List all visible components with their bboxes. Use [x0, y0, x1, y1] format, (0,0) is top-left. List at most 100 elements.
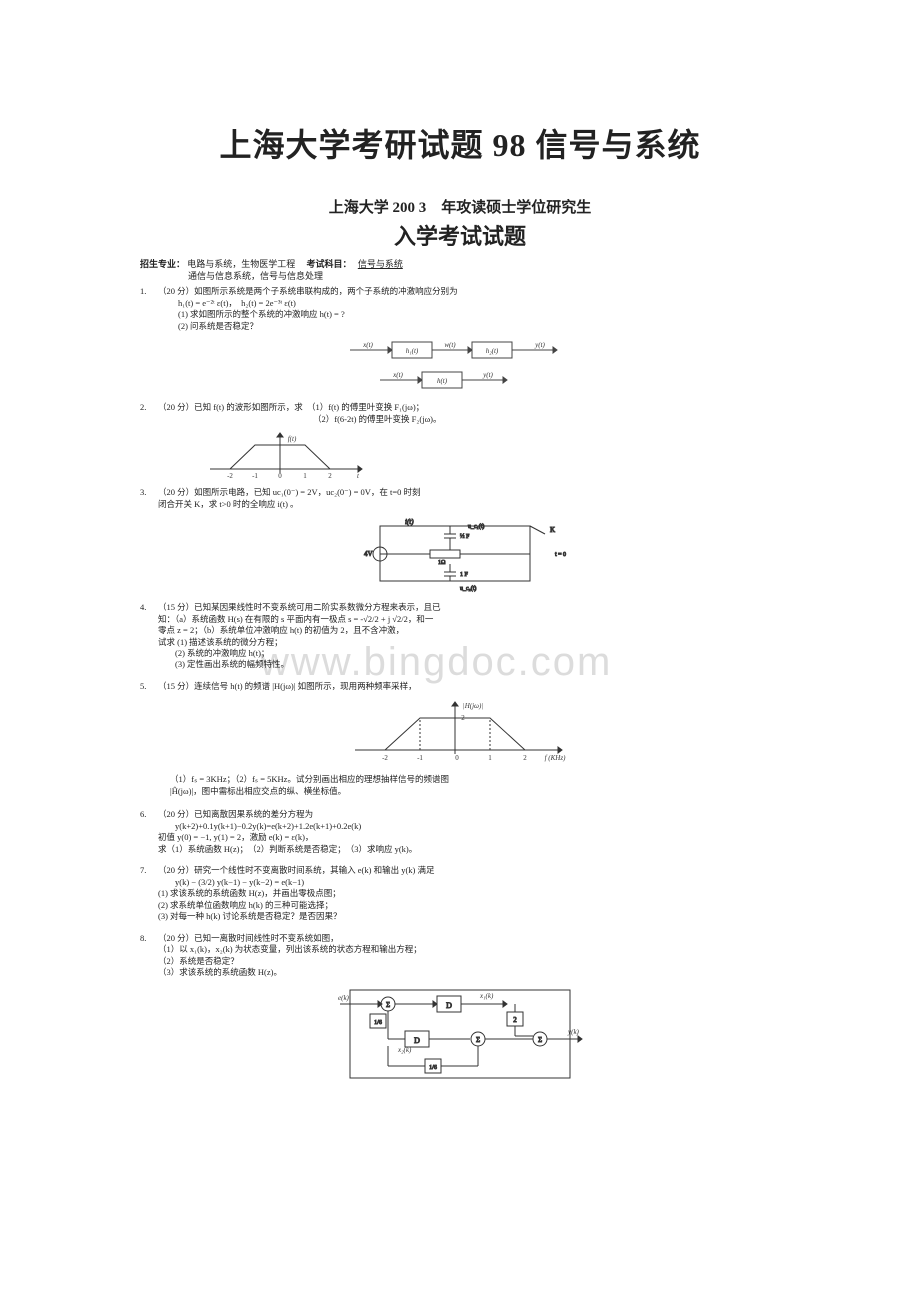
q7-line3: (3) 对每一种 h(k) 讨论系统是否稳定？是否因果？ — [158, 911, 341, 921]
svg-text:Σ: Σ — [386, 1001, 390, 1009]
q6-line0: y(k+2)+0.1y(k+1)−0.2y(k)=e(k+2)+1.2e(k+1… — [158, 821, 361, 831]
svg-text:f (KHz): f (KHz) — [545, 754, 566, 762]
q2-plot-svg: -2-10 12 f(t)t — [200, 431, 370, 481]
svg-text:u_c₁(t): u_c₁(t) — [468, 523, 484, 530]
q8-state-svg: Σ D 2 Σ 1/6 D Σ 1/6 — [330, 984, 590, 1084]
q6-points: （20 分） — [158, 809, 194, 819]
q2-line0: （2）f(6-2t) 的傅里叶变换 F₂(jω)。 — [313, 414, 442, 424]
q6-text: 已知离散因果系统的差分方程为 — [194, 809, 313, 819]
svg-text:K: K — [550, 526, 555, 534]
q1-points: （20 分） — [158, 286, 194, 296]
subject-label: 考试科目： — [307, 259, 352, 269]
q1-diagram: x(t)h₁(t) w(t)h₂(t)y(t) x(t)h(t)y(t) — [140, 338, 780, 396]
q1-line1: (1) 求如图所示的整个系统的冲激响应 h(t) = ? — [178, 309, 345, 319]
q4-line1: 零点 z = 2；（b）系统单位冲激响应 h(t) 的初值为 2，且不含冲激， — [158, 625, 404, 635]
major-text-line1: 电路与系统，生物医学工程 — [187, 259, 295, 269]
svg-text:-1: -1 — [417, 754, 423, 762]
q5-line0: （1）fₛ = 3KHz；（2）fₛ = 5KHz。试分别画出相应的理想抽样信号… — [170, 774, 449, 784]
q3-circuit-svg: 4V ½ F 1Ω 1 F K t = 0 i(t) u_c₁(t) u_c₂(… — [350, 516, 570, 596]
svg-text:i(t): i(t) — [405, 518, 414, 526]
svg-text:t: t — [357, 472, 360, 480]
svg-text:x(t): x(t) — [362, 341, 373, 349]
q8-line2: （3）求该系统的系统函数 H(z)。 — [158, 967, 282, 977]
question-3: 3. （20 分）如图所示电路，已知 uc₁(0⁻) = 2V，uc₂(0⁻) … — [140, 487, 780, 510]
svg-text:y(t): y(t) — [534, 341, 545, 349]
question-8: 8. （20 分）已知一离散时间线性时不变系统如图， （1）以 x₁(k)，x₂… — [140, 933, 780, 979]
q1-text: 如图所示系统是两个子系统串联构成的，两个子系统的冲激响应分别为 — [194, 286, 458, 296]
svg-text:1Ω: 1Ω — [438, 560, 446, 566]
question-2: 2. （20 分）已知 f(t) 的波形如图所示，求 （1）f(t) 的傅里叶变… — [140, 402, 780, 425]
svg-text:D: D — [446, 1001, 452, 1010]
q3-line0: 闭合开关 K，求 t>0 时的全响应 i(t) 。 — [158, 499, 299, 509]
q4-num: 4. — [140, 602, 158, 671]
svg-text:y(t): y(t) — [482, 371, 493, 379]
q6-line2: 求（1）系统函数 H(z)； （2）判断系统是否稳定； （3）求响应 y(k)。 — [158, 844, 417, 854]
q8-num: 8. — [140, 933, 158, 979]
q2-diagram: -2-10 12 f(t)t — [200, 431, 780, 481]
q6-line1: 初值 y(0) = −1, y(1) = 2，激励 e(k) = ε(k)， — [158, 832, 313, 842]
university-header: 上海大学 200 3 年攻读硕士学位研究生 — [140, 196, 780, 217]
q2-num: 2. — [140, 402, 158, 425]
svg-text:x₂(k): x₂(k) — [397, 1046, 412, 1054]
svg-text:2: 2 — [328, 472, 332, 480]
svg-text:-2: -2 — [382, 754, 388, 762]
svg-text:t = 0: t = 0 — [555, 552, 566, 558]
svg-text:½ F: ½ F — [460, 533, 470, 540]
q7-line2: (2) 求系统单位函数响应 h(k) 的三种可能选择； — [158, 900, 333, 910]
q8-points: （20 分） — [158, 933, 194, 943]
q2-points: （20 分） — [158, 402, 194, 412]
q7-text: 研究一个线性时不变离散时间系统，其输入 e(k) 和输出 y(k) 满足 — [194, 865, 434, 875]
svg-text:Σ: Σ — [538, 1036, 542, 1044]
question-7: 7. （20 分）研究一个线性时不变离散时间系统，其输入 e(k) 和输出 y(… — [140, 865, 780, 922]
question-6: 6. （20 分）已知离散因果系统的差分方程为 y(k+2)+0.1y(k+1)… — [140, 809, 780, 855]
q6-num: 6. — [140, 809, 158, 855]
major-text-line2: 通信与信息系统，信号与信息处理 — [188, 271, 323, 281]
q4-line3: (2) 系统的冲激响应 h(t)； — [158, 648, 269, 658]
svg-text:|H(jω)|: |H(jω)| — [463, 702, 484, 710]
q4-line2: 试求 (1) 描述该系统的微分方程； — [158, 637, 283, 647]
q8-line0: （1）以 x₁(k)，x₂(k) 为状态变量，列出该系统的状态方程和输出方程； — [158, 944, 422, 954]
svg-text:1 F: 1 F — [460, 572, 469, 578]
q4-line4: (3) 定性画出系统的幅频特性。 — [158, 659, 289, 669]
svg-text:h₁(t): h₁(t) — [406, 347, 419, 355]
svg-text:x₁(k): x₁(k) — [479, 992, 494, 1000]
svg-text:-1: -1 — [252, 472, 258, 480]
svg-text:x(t): x(t) — [392, 371, 403, 379]
q2-text: 已知 f(t) 的波形如图所示，求 （1）f(t) 的傅里叶变换 F₁(jω)； — [194, 402, 424, 412]
svg-text:w(t): w(t) — [444, 341, 456, 349]
svg-text:h(t): h(t) — [437, 377, 448, 385]
svg-text:1/6: 1/6 — [374, 1020, 382, 1026]
q4-text: 已知某因果线性时不变系统可用二阶实系数微分方程来表示，且已 — [194, 602, 441, 612]
svg-text:2: 2 — [461, 714, 465, 722]
svg-text:e(k): e(k) — [338, 994, 350, 1002]
q3-num: 3. — [140, 487, 158, 510]
svg-text:2: 2 — [513, 1016, 517, 1024]
question-1: 1. （20 分）如图所示系统是两个子系统串联构成的，两个子系统的冲激响应分别为… — [140, 286, 780, 332]
q4-line0: 知：（a）系统函数 H(s) 在有限的 s 平面内有一极点 s = -√2/2 … — [158, 614, 433, 624]
svg-text:f(t): f(t) — [288, 435, 297, 443]
subject-value: 信号与系统 — [358, 259, 403, 269]
q3-diagram: 4V ½ F 1Ω 1 F K t = 0 i(t) u_c₁(t) u_c₂(… — [140, 516, 780, 596]
q5-line1: |Ĥ(jω)|，图中需标出相应交点的纵、横坐标值。 — [170, 786, 346, 796]
meta-row: 招生专业： 电路与系统，生物医学工程 考试科目： 信号与系统 通信与信息系统，信… — [140, 259, 780, 282]
svg-text:0: 0 — [278, 472, 282, 480]
main-title: 上海大学考研试题 98 信号与系统 — [140, 120, 780, 166]
q3-text: 如图所示电路，已知 uc₁(0⁻) = 2V，uc₂(0⁻) = 0V，在 t=… — [194, 487, 420, 497]
q8-text: 已知一离散时间线性时不变系统如图， — [194, 933, 339, 943]
q7-num: 7. — [140, 865, 158, 922]
exam-title: 入学考试试题 — [140, 219, 780, 251]
svg-text:-2: -2 — [227, 472, 233, 480]
q8-diagram: Σ D 2 Σ 1/6 D Σ 1/6 — [140, 984, 780, 1084]
svg-text:1: 1 — [488, 754, 492, 762]
svg-text:Σ: Σ — [476, 1036, 480, 1044]
major-label: 招生专业： — [140, 259, 185, 269]
svg-text:0: 0 — [455, 754, 459, 762]
q5-points: （15 分） — [158, 681, 194, 691]
q7-line0: y(k) − (3/2) y(k−1) − y(k−2) = e(k−1) — [158, 877, 304, 887]
q3-points: （20 分） — [158, 487, 194, 497]
question-5: 5. （15 分）连续信号 h(t) 的频谱 |H(jω)| 如图所示，现用两种… — [140, 681, 780, 692]
svg-text:4V: 4V — [364, 550, 373, 558]
q7-points: （20 分） — [158, 865, 194, 875]
q7-line1: (1) 求该系统的系统函数 H(z)，并画出零极点图； — [158, 888, 341, 898]
q1-num: 1. — [140, 286, 158, 332]
